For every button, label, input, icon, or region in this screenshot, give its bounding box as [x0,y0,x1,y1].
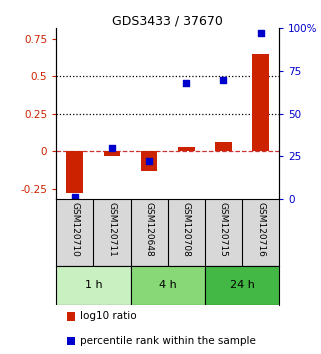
Point [147,159,152,164]
Point [221,77,226,82]
Title: GDS3433 / 37670: GDS3433 / 37670 [112,14,223,27]
Bar [205,267,279,304]
Text: GSM120716: GSM120716 [256,202,265,257]
Text: GSM120711: GSM120711 [108,202,117,257]
Text: GSM120715: GSM120715 [219,202,228,257]
Bar [178,147,195,151]
Bar [131,267,205,304]
Text: GSM120708: GSM120708 [182,202,191,257]
Text: 4 h: 4 h [159,280,177,291]
Text: 24 h: 24 h [230,280,255,291]
Bar [252,54,269,151]
Text: percentile rank within the sample: percentile rank within the sample [80,336,256,346]
Bar [67,312,75,321]
Bar [104,151,120,156]
Point [72,194,77,200]
Bar [67,337,75,346]
Bar [66,151,83,193]
Text: log10 ratio: log10 ratio [80,311,136,321]
Bar [215,142,232,151]
Point [184,80,189,86]
Bar [56,267,131,304]
Text: GSM120710: GSM120710 [70,202,79,257]
Text: 1 h: 1 h [84,280,102,291]
Text: GSM120648: GSM120648 [145,202,154,257]
Bar [141,151,158,171]
Point [109,145,115,151]
Point [258,30,263,36]
